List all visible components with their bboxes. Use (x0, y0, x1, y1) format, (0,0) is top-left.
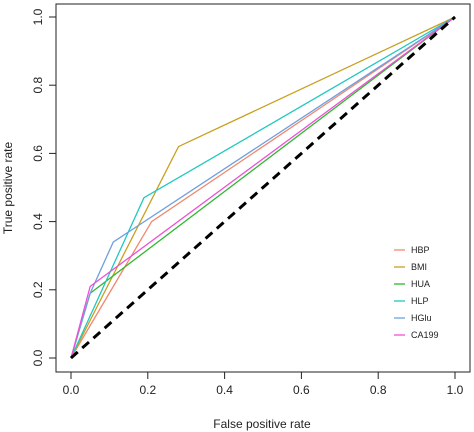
roc-curve-ca199 (70, 16, 456, 359)
x-tick-label: 1.0 (447, 383, 464, 397)
legend: HBP BMI HUA HLP HGlu CA199 (394, 245, 439, 340)
y-axis-title: True positive rate (1, 142, 15, 235)
legend-label: CA199 (411, 330, 439, 340)
legend-label: HUA (411, 279, 430, 289)
x-tick-label: 0.0 (63, 383, 80, 397)
y-axis: 0.0 0.2 0.4 0.6 0.8 1.0 (31, 8, 57, 366)
x-axis: 0.0 0.2 0.4 0.6 0.8 1.0 (63, 371, 464, 397)
y-tick-label: 0.2 (31, 281, 45, 298)
y-tick-label: 0.8 (31, 77, 45, 94)
x-tick-label: 0.6 (293, 383, 310, 397)
diagonal-reference-line (70, 15, 456, 360)
x-tick-label: 0.8 (370, 383, 387, 397)
y-tick-label: 0.0 (31, 349, 45, 366)
roc-curve-hlp (70, 16, 456, 359)
x-axis-title: False positive rate (213, 417, 311, 431)
y-tick-label: 1.0 (31, 8, 45, 25)
y-tick-label: 0.6 (31, 145, 45, 162)
roc-curve-hbp (70, 16, 456, 359)
y-tick-label: 0.4 (31, 213, 45, 230)
legend-label: BMI (411, 262, 427, 272)
legend-label: HBP (411, 245, 430, 255)
legend-label: HLP (411, 296, 429, 306)
roc-curve-hglu (70, 16, 456, 359)
x-tick-label: 0.2 (139, 383, 156, 397)
x-tick-label: 0.4 (216, 383, 233, 397)
legend-label: HGlu (411, 313, 432, 323)
series-layer (70, 16, 456, 359)
roc-curve-bmi (70, 16, 456, 359)
